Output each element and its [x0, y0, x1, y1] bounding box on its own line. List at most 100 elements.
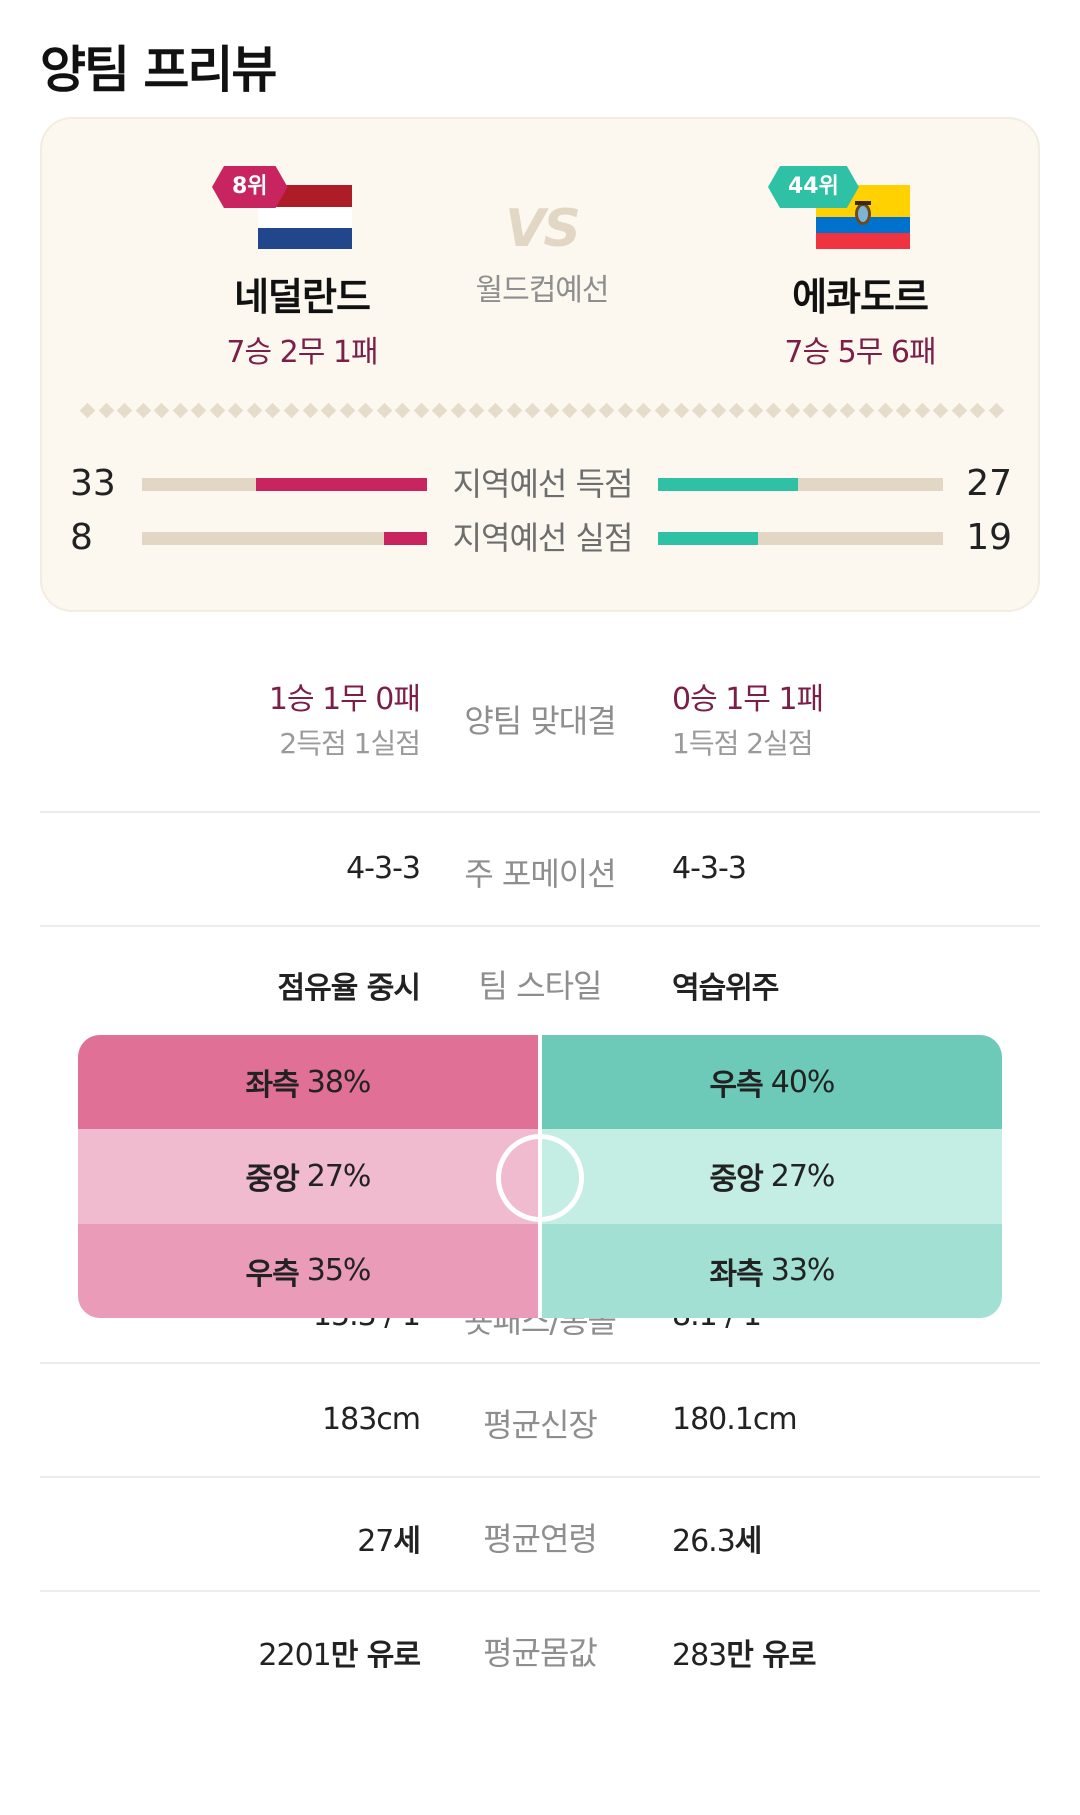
- diamond-divider-dot: [617, 402, 634, 419]
- diamond-divider: [79, 402, 1005, 419]
- away-zone-name: 우측: [709, 1068, 764, 1104]
- away-zone-name: 좌측: [709, 1256, 764, 1292]
- diamond-divider-dot: [265, 402, 281, 419]
- home-conceded-bar: [142, 532, 427, 545]
- home-avg-value-unit: 만 유로: [330, 1638, 421, 1673]
- away-zone-center: 중앙 27%: [542, 1129, 1002, 1224]
- away-team-name: 에콰도르: [792, 275, 929, 319]
- diamond-divider-dot: [283, 402, 300, 419]
- away-goals-bar: [658, 478, 943, 491]
- avg-height-row: 183cm 평균신장 180.1cm: [40, 1366, 1040, 1478]
- away-team-style: 역습위주: [672, 971, 779, 1006]
- diamond-divider-dot: [543, 402, 559, 419]
- diamond-divider-dot: [747, 402, 763, 419]
- diamond-divider-dot: [79, 402, 96, 419]
- away-avg-height: 180.1cm: [672, 1402, 798, 1437]
- home-zone-center: 중앙 27%: [78, 1129, 538, 1224]
- away-h2h-goals: 1득점 2실점: [672, 727, 814, 760]
- head-to-head-row: 1승 1무 0패 2득점 1실점 양팀 맞대결 0승 1무 1패 1득점 2실점: [40, 650, 1040, 813]
- diamond-divider-dot: [191, 402, 207, 419]
- away-avg-value: 283만 유로: [672, 1630, 817, 1674]
- home-zone-name: 좌측: [245, 1068, 300, 1104]
- away-zone-right: 우측 40%: [542, 1035, 1002, 1130]
- competition-label: 월드컵예선: [475, 273, 610, 308]
- away-zone-name: 중앙: [709, 1162, 764, 1198]
- away-rank-badge: 44위: [768, 166, 859, 208]
- diamond-divider-dot: [951, 402, 967, 419]
- home-formation: 4-3-3: [346, 851, 421, 886]
- diamond-divider-dot: [135, 402, 151, 419]
- diamond-divider-dot: [376, 402, 393, 419]
- away-qualifier-conceded: 19: [966, 517, 1012, 558]
- away-avg-value-unit: 만 유로: [726, 1638, 816, 1673]
- diamond-divider-dot: [803, 402, 819, 419]
- diamond-divider-dot: [116, 402, 133, 419]
- diamond-divider-dot: [320, 402, 337, 419]
- away-avg-value-number: 283: [672, 1638, 727, 1673]
- head-to-head-label: 양팀 맞대결: [464, 702, 616, 740]
- away-avg-age: 26.3세: [672, 1516, 763, 1560]
- diamond-divider-dot: [302, 402, 318, 419]
- away-avg-age-value: 26.3: [672, 1524, 736, 1559]
- away-qualifier-goals: 27: [966, 463, 1012, 504]
- diamond-divider-dot: [209, 402, 226, 419]
- diamond-divider-dot: [784, 402, 801, 419]
- diamond-divider-dot: [654, 402, 671, 419]
- away-zone-value: 40%: [770, 1064, 836, 1100]
- home-rank-badge: 8위: [212, 166, 288, 208]
- home-avg-age: 27세: [357, 1516, 421, 1560]
- home-zone-name: 우측: [245, 1256, 300, 1292]
- diamond-divider-dot: [413, 402, 430, 419]
- diamond-divider-dot: [172, 402, 189, 419]
- diamond-divider-dot: [636, 402, 652, 419]
- page-title: 양팀 프리뷰: [40, 41, 277, 99]
- home-team-record: 7승 2무 1패: [226, 335, 378, 370]
- home-qualifier-conceded: 8: [70, 517, 93, 558]
- flag-stripe: [258, 227, 352, 249]
- diamond-divider-dot: [357, 402, 374, 419]
- qualifier-conceded-label: 지역예선 실점: [452, 519, 634, 557]
- home-team: 8위 네덜란드 7승 2무 1패: [152, 119, 452, 371]
- diamond-divider-dot: [895, 402, 912, 419]
- vs-label: VS: [505, 199, 581, 259]
- away-attack-zones: 우측 40% 중앙 27% 좌측 33%: [542, 1035, 1002, 1318]
- home-avg-height: 183cm: [322, 1402, 421, 1437]
- diamond-divider-dot: [450, 402, 467, 419]
- diamond-divider-dot: [728, 402, 745, 419]
- avg-age-row: 27세 평균연령 26.3세: [40, 1480, 1040, 1592]
- home-zone-left: 좌측 38%: [78, 1035, 538, 1130]
- team-style-row: 점유율 중시 팀 스타일 역습위주: [40, 929, 1040, 1029]
- team-style-label: 팀 스타일: [478, 967, 603, 1005]
- diamond-divider-dot: [524, 402, 541, 419]
- away-zone-left: 좌측 33%: [542, 1223, 1002, 1318]
- home-attack-zones: 좌측 38% 중앙 27% 우측 35%: [78, 1035, 538, 1318]
- diamond-divider-dot: [988, 402, 1005, 419]
- diamond-divider-dot: [877, 402, 893, 419]
- diamond-divider-dot: [395, 402, 411, 419]
- diamond-divider-dot: [228, 402, 244, 419]
- away-conceded-bar: [658, 532, 943, 545]
- diamond-divider-dot: [821, 402, 838, 419]
- home-zone-name: 중앙: [245, 1162, 300, 1198]
- away-zone-value: 33%: [770, 1253, 836, 1289]
- diamond-divider-dot: [599, 402, 615, 419]
- avg-value-label: 평균몸값: [483, 1634, 598, 1672]
- home-goals-bar: [142, 478, 427, 491]
- flag-stripe: [258, 206, 352, 228]
- away-avg-age-unit: 세: [734, 1524, 763, 1559]
- away-team-record: 7승 5무 6패: [784, 335, 936, 370]
- qualifier-goals-row: 33 지역예선 득점 27: [42, 464, 1042, 504]
- diamond-divider-dot: [932, 402, 949, 419]
- away-team: 44위 에콰도르 7승 5무 6패: [710, 119, 1010, 371]
- qualifier-goals-label: 지역예선 득점: [452, 465, 634, 503]
- diamond-divider-dot: [765, 402, 782, 419]
- home-avg-value-number: 2201: [258, 1638, 331, 1673]
- home-zone-right: 우측 35%: [78, 1223, 538, 1318]
- diamond-divider-dot: [469, 402, 485, 419]
- home-h2h-record: 1승 1무 0패: [268, 682, 421, 717]
- match-preview-card: 8위 네덜란드 7승 2무 1패 VS 월드컵예선 44위 에콰도르 7승 5무…: [40, 117, 1040, 612]
- away-h2h-record: 0승 1무 1패: [672, 682, 824, 717]
- away-conceded-fill: [658, 532, 758, 545]
- formation-label: 주 포메이션: [464, 855, 616, 893]
- diamond-divider-dot: [561, 402, 578, 419]
